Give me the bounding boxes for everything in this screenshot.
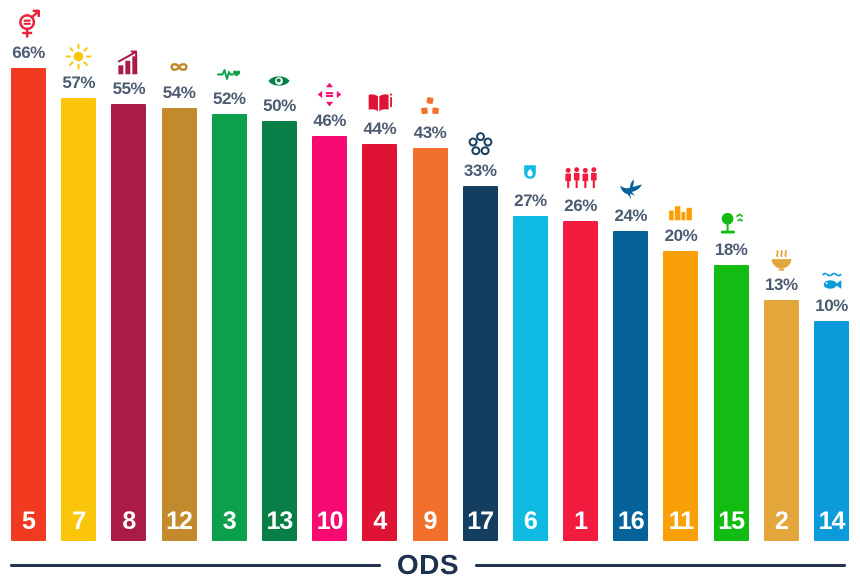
bar-value-label: 26% <box>564 196 597 215</box>
bar: 10 <box>312 136 348 541</box>
bar-value-label: 24% <box>614 206 648 225</box>
bar: 17 <box>462 186 498 541</box>
bar-column: 27% 6 <box>507 0 554 541</box>
bar: 13 <box>261 121 297 541</box>
bar: 4 <box>362 144 398 541</box>
bar-column: 43% 9 <box>407 0 454 541</box>
bar-column: 33% 17 <box>457 0 504 541</box>
bar: 14 <box>814 321 849 541</box>
bar-value-label: 52% <box>212 89 246 108</box>
bar-column: 54% 12 <box>156 0 203 541</box>
bar-category-label: 13 <box>266 507 294 535</box>
bar: 3 <box>211 114 247 541</box>
bar-category-label: 2 <box>774 507 789 535</box>
bar-value-label: 44% <box>363 119 397 138</box>
bar-column: 57% 7 <box>55 0 102 541</box>
bar-category-label: 8 <box>122 507 136 535</box>
bar-column: 55% 8 <box>105 0 152 541</box>
bar: 9 <box>412 148 448 541</box>
cubes-icon <box>417 94 443 120</box>
bar-category-label: 15 <box>718 507 745 535</box>
bar-value-label: 33% <box>463 161 497 180</box>
bar-category-label: 7 <box>72 507 86 535</box>
bar-category-label: 6 <box>523 507 538 535</box>
bar-value-label: 27% <box>514 191 547 210</box>
bar-value-label: 43% <box>413 123 447 142</box>
bar-column: 10% 14 <box>808 0 855 541</box>
rings-icon <box>467 131 494 158</box>
bars: 66% 5 57% 7 55% 8 54% 12 52% 3 50% 13 46% 10 44% 4 43% 9 3… <box>5 0 855 541</box>
bar: 11 <box>663 251 699 541</box>
bar-column: 52% 3 <box>206 0 253 541</box>
bar-column: 24% 16 <box>607 0 654 541</box>
bar: 6 <box>512 216 548 541</box>
bar-category-label: 9 <box>423 507 438 535</box>
bar-value-label: 66% <box>12 43 45 62</box>
bar: 7 <box>61 98 97 541</box>
bar: 15 <box>713 265 749 541</box>
bar-column: 18% 15 <box>708 0 755 541</box>
axis-line-left <box>10 563 381 567</box>
sun-icon <box>65 43 92 70</box>
bar-category-label: 4 <box>373 507 387 535</box>
heartbeat-icon <box>214 62 244 86</box>
bar-category-label: 10 <box>316 507 344 535</box>
bar-value-label: 55% <box>112 79 146 98</box>
tree-icon <box>717 210 746 237</box>
bar: 1 <box>563 221 599 541</box>
growth-chart-icon <box>115 49 142 76</box>
infinity-icon <box>164 54 194 80</box>
bar-value-label: 18% <box>714 240 748 259</box>
gender-equality-icon <box>14 8 44 40</box>
bar-value-label: 10% <box>815 296 848 315</box>
axis-line-right <box>475 563 846 567</box>
bar: 8 <box>111 104 147 541</box>
bar-category-label: 14 <box>818 507 846 535</box>
dove-icon <box>616 177 646 203</box>
bar-category-label: 5 <box>22 507 36 535</box>
bar-column: 20% 11 <box>657 0 704 541</box>
bar-column: 13% 2 <box>758 0 805 541</box>
bar-category-label: 17 <box>467 507 494 535</box>
bar-value-label: 50% <box>263 96 296 115</box>
bar-category-label: 1 <box>574 507 588 535</box>
bar-category-label: 16 <box>617 507 645 535</box>
bar: 16 <box>613 231 649 541</box>
bar-column: 66% 5 <box>5 0 52 541</box>
bar-category-label: 11 <box>668 507 694 535</box>
bar-value-label: 46% <box>313 111 346 130</box>
bar-value-label: 54% <box>162 83 196 102</box>
city-icon <box>666 197 695 223</box>
open-book-icon <box>365 90 394 116</box>
axis-label: ODS <box>396 549 460 580</box>
bar-category-label: 3 <box>222 507 237 535</box>
bar-column: 44% 4 <box>356 0 403 541</box>
bar-category-label: 12 <box>166 507 193 535</box>
bar: 5 <box>11 68 46 541</box>
bar-value-label: 20% <box>664 226 698 245</box>
water-drop-icon <box>518 162 542 188</box>
bar-value-label: 13% <box>765 275 798 294</box>
bar-column: 50% 13 <box>256 0 303 541</box>
x-axis: ODS <box>0 549 860 581</box>
people-icon <box>562 165 600 193</box>
bowl-icon <box>767 245 796 272</box>
bar: 2 <box>763 300 799 541</box>
equality-arrows-icon <box>316 81 343 108</box>
bar-value-label: 57% <box>62 73 95 92</box>
bar-column: 46% 10 <box>306 0 353 541</box>
fish-icon <box>817 268 847 293</box>
bar-column: 26% 1 <box>557 0 604 541</box>
eye-globe-icon <box>264 69 294 93</box>
bar: 12 <box>161 108 197 541</box>
